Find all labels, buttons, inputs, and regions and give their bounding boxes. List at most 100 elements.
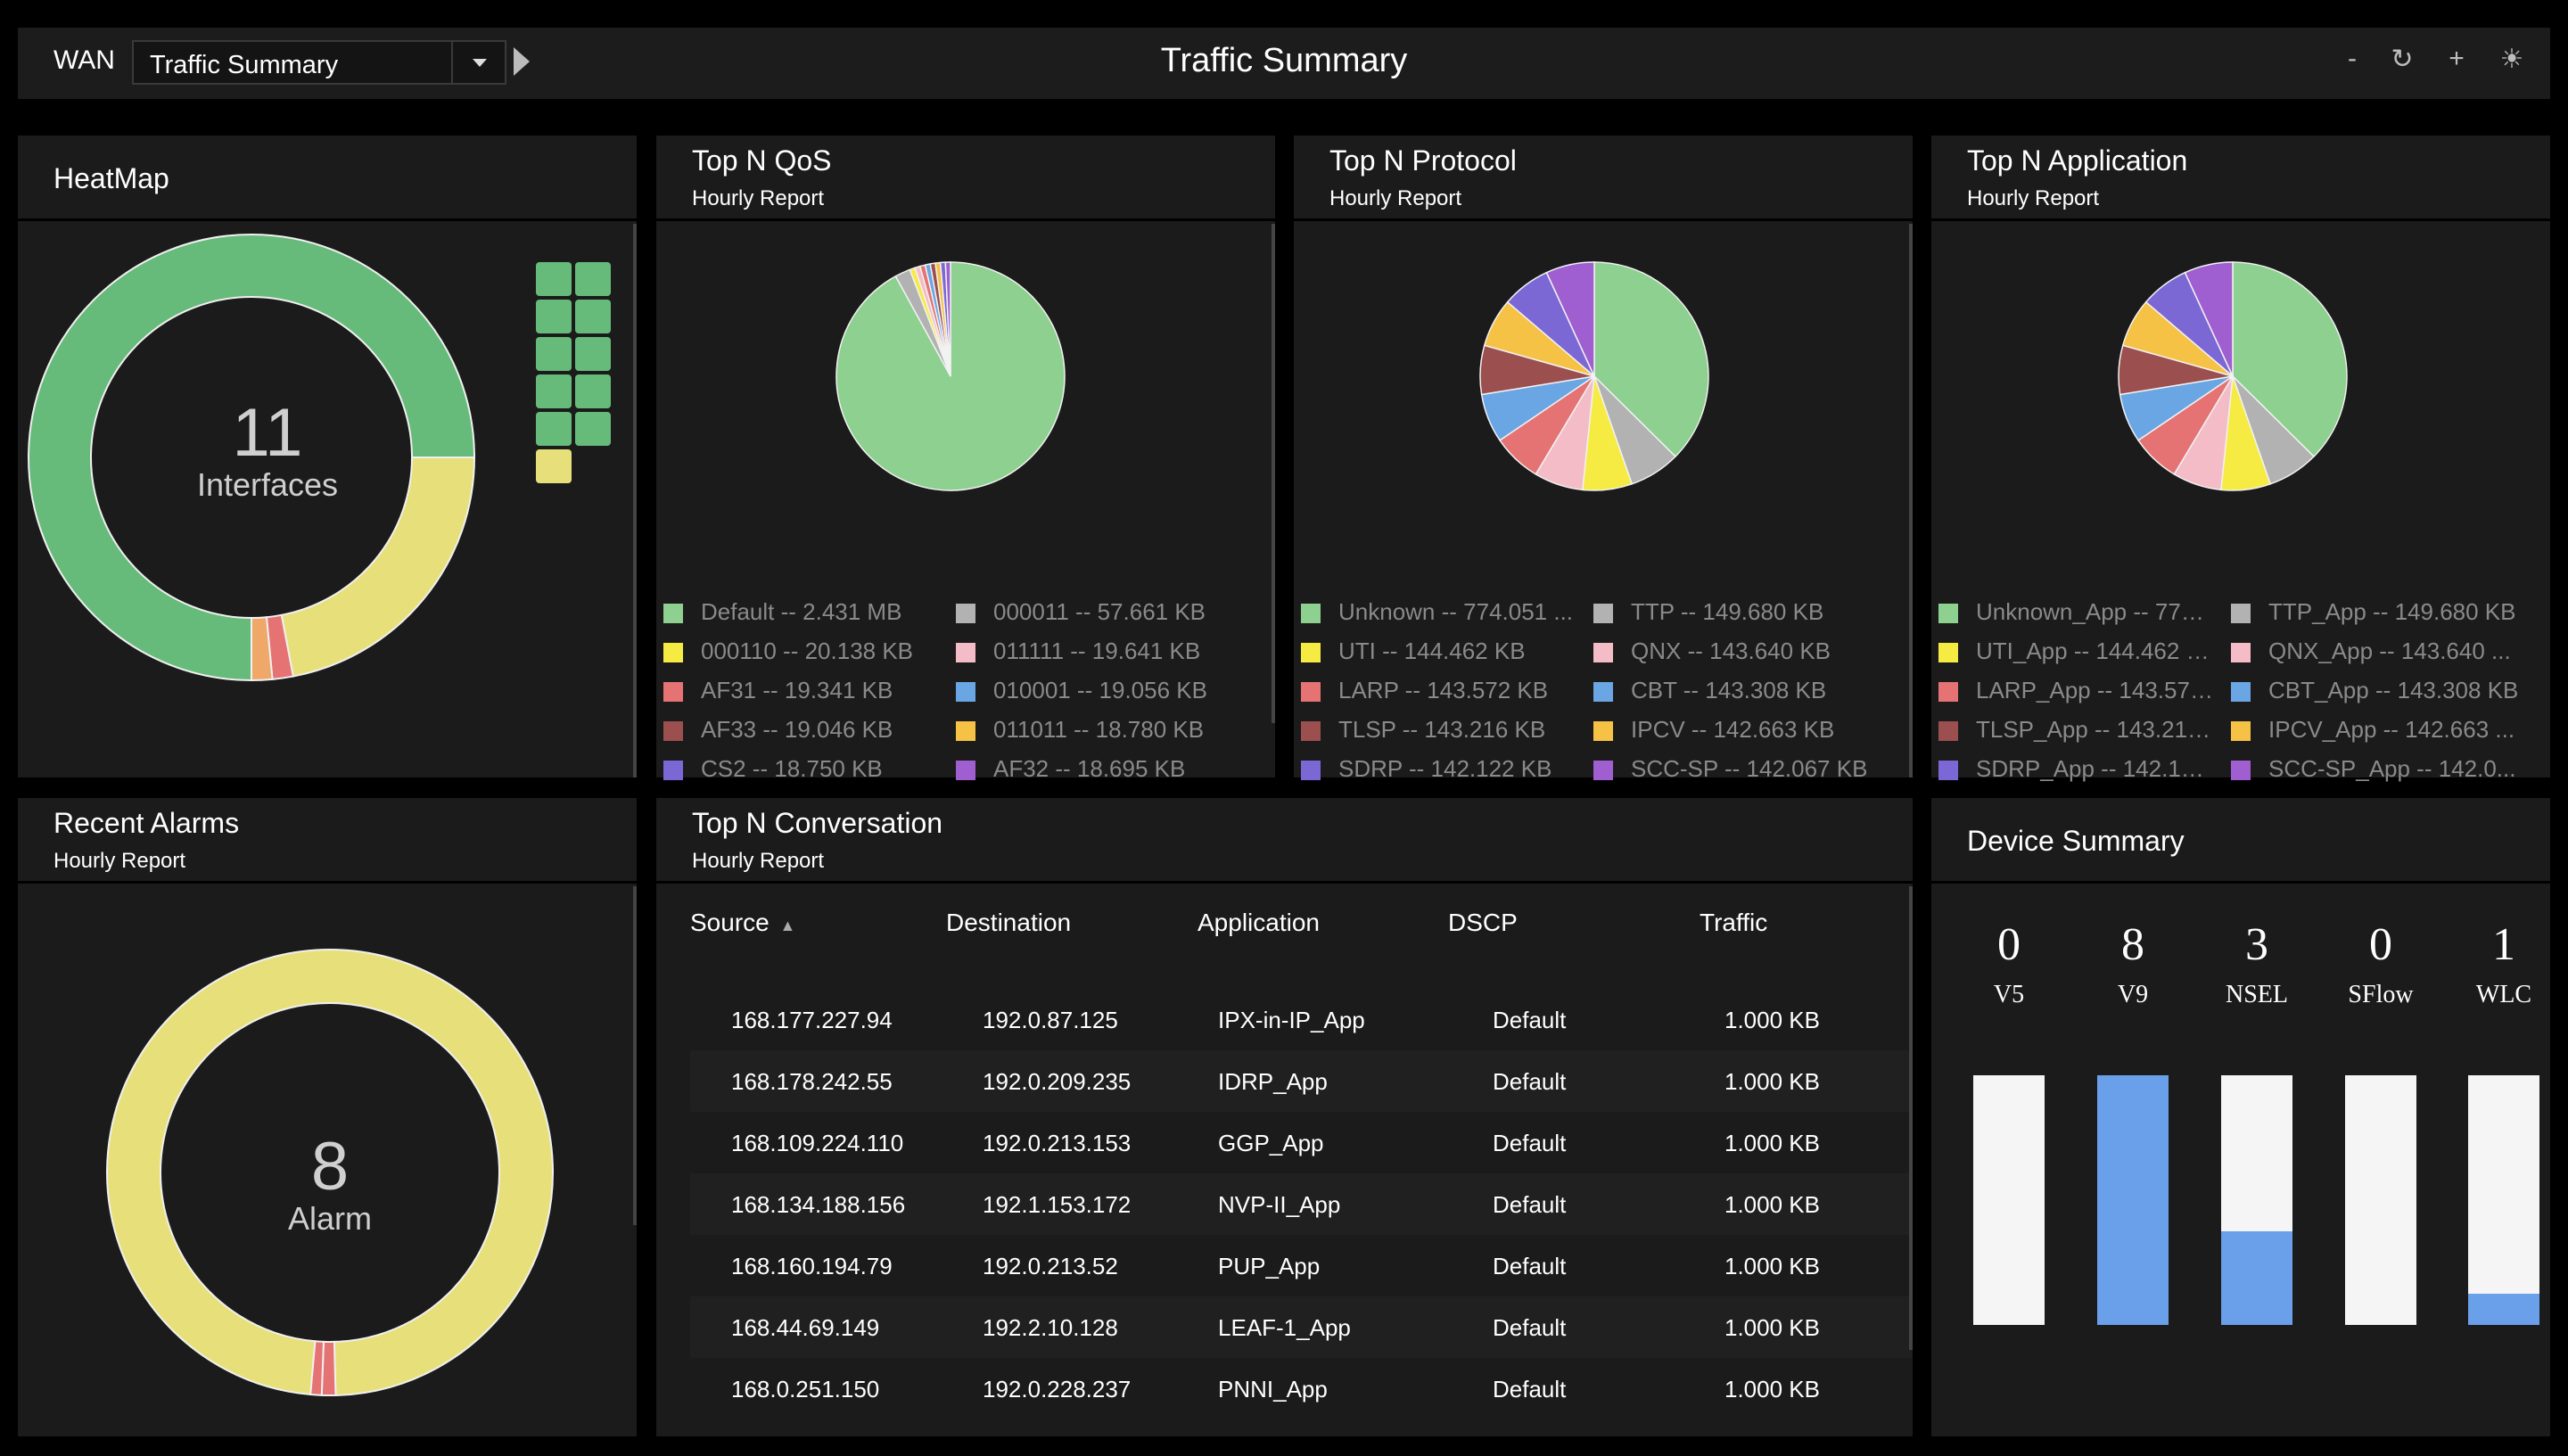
heatmap-cell[interactable] <box>536 374 572 408</box>
heatmap-cell[interactable] <box>575 337 611 371</box>
legend-item[interactable]: SCC-SP -- 142.067 KB <box>1593 752 1888 791</box>
heatmap-cell[interactable] <box>536 300 572 333</box>
application-pie-chart[interactable] <box>2108 251 2358 501</box>
chevron-down-icon[interactable] <box>451 42 505 83</box>
application-slice[interactable] <box>2184 261 2234 377</box>
legend-item[interactable]: TTP_App -- 149.680 KB <box>2231 595 2525 634</box>
scope-label: WAN <box>54 45 115 75</box>
scrollbar[interactable] <box>1909 886 1913 1350</box>
heatmap-cell[interactable] <box>536 449 572 483</box>
scrollbar[interactable] <box>1272 224 1275 723</box>
protocol-slice[interactable] <box>1593 261 1709 458</box>
alarm-segment[interactable] <box>309 1340 325 1396</box>
legend-item[interactable]: AF33 -- 19.046 KB <box>663 712 940 752</box>
device-bar[interactable] <box>2097 1075 2169 1325</box>
device-count: 3 <box>2245 919 2268 970</box>
legend-label: 011011 -- 18.780 KB <box>993 716 1205 743</box>
column-header-dscp[interactable]: DSCP <box>1448 909 1518 936</box>
scrollbar[interactable] <box>633 886 637 1225</box>
view-select[interactable]: Traffic Summary <box>132 40 506 85</box>
legend-item[interactable]: SDRP_App -- 142.122... <box>1938 752 2215 791</box>
column-header-source[interactable]: Source ▲ <box>690 909 795 937</box>
legend-swatch <box>663 643 683 662</box>
protocol-pie-chart[interactable] <box>1469 251 1719 501</box>
device-bar[interactable] <box>2221 1075 2292 1325</box>
device-bar[interactable] <box>2468 1075 2539 1325</box>
legend-item[interactable]: TLSP_App -- 143.216 ... <box>1938 712 2215 752</box>
device-bar[interactable] <box>2345 1075 2416 1325</box>
sort-icon[interactable]: ▲ <box>779 917 796 934</box>
device-bar[interactable] <box>1973 1075 2045 1325</box>
legend-item[interactable]: QNX -- 143.640 KB <box>1593 634 1888 673</box>
legend-item[interactable]: LARP -- 143.572 KB <box>1301 673 1577 712</box>
legend-item[interactable]: TLSP -- 143.216 KB <box>1301 712 1577 752</box>
legend-item[interactable]: UTI_App -- 144.462 KB <box>1938 634 2215 673</box>
application-slice[interactable] <box>2232 261 2348 458</box>
legend-item[interactable]: AF32 -- 18.695 KB <box>956 752 1250 791</box>
heatmap-cell[interactable] <box>536 337 572 371</box>
table-cell: 192.0.213.52 <box>983 1253 1118 1279</box>
column-header-traffic[interactable]: Traffic <box>1700 909 1768 936</box>
legend-swatch <box>2231 721 2251 741</box>
scrollbar[interactable] <box>1909 224 1913 777</box>
alarm-segment[interactable] <box>106 949 554 1396</box>
heatmap-segment[interactable] <box>28 234 476 682</box>
play-icon[interactable] <box>514 47 530 76</box>
heatmap-cell[interactable] <box>575 262 611 296</box>
table-row[interactable]: 168.178.242.55 192.0.209.235 IDRP_App Defau… <box>690 1050 1912 1112</box>
column-header-application[interactable]: Application <box>1198 909 1320 936</box>
heatmap-cell[interactable] <box>536 412 572 446</box>
refresh-icon[interactable]: ↻ <box>2391 45 2414 74</box>
table-cell: 1.000 KB <box>1724 1130 1820 1156</box>
legend-item[interactable]: SCC-SP_App -- 142.0... <box>2231 752 2525 791</box>
legend-item[interactable]: IPCV -- 142.663 KB <box>1593 712 1888 752</box>
heatmap-cell[interactable] <box>575 412 611 446</box>
legend-item[interactable]: IPCV_App -- 142.663 ... <box>2231 712 2525 752</box>
minimize-icon[interactable]: - <box>2348 44 2357 73</box>
qos-pie-chart[interactable] <box>826 251 1075 501</box>
table-row[interactable]: 168.44.69.149 192.2.10.128 LEAF-1_App Defau… <box>690 1296 1912 1358</box>
table-row[interactable]: 168.134.188.156 192.1.153.172 NVP-II_App De… <box>690 1173 1912 1235</box>
legend-swatch <box>663 761 683 780</box>
legend-item[interactable]: UTI -- 144.462 KB <box>1301 634 1577 673</box>
legend-item[interactable]: LARP_App -- 143.572... <box>1938 673 2215 712</box>
legend-item[interactable]: CBT -- 143.308 KB <box>1593 673 1888 712</box>
table-row[interactable]: 168.177.227.94 192.0.87.125 IPX-in-IP_App D… <box>690 989 1912 1050</box>
qos-slice[interactable] <box>944 261 951 377</box>
legend-item[interactable]: SDRP -- 142.122 KB <box>1301 752 1577 791</box>
legend-item[interactable]: Default -- 2.431 MB <box>663 595 940 634</box>
legend-item[interactable]: Unknown -- 774.051 ... <box>1301 595 1577 634</box>
scrollbar[interactable] <box>633 224 637 777</box>
protocol-slice[interactable] <box>1545 261 1595 377</box>
heatmap-cell[interactable] <box>575 374 611 408</box>
table-row[interactable]: 168.109.224.110 192.0.213.153 GGP_App Defau… <box>690 1112 1912 1173</box>
heatmap-cell[interactable] <box>536 262 572 296</box>
legend-swatch <box>663 682 683 702</box>
table-cell: PUP_App <box>1218 1253 1321 1279</box>
add-icon[interactable]: + <box>2449 44 2465 73</box>
theme-icon[interactable]: ☀ <box>2499 45 2524 74</box>
legend-item[interactable]: 011111 -- 19.641 KB <box>956 634 1250 673</box>
legend-item[interactable]: 000110 -- 20.138 KB <box>663 634 940 673</box>
heatmap-cell[interactable] <box>575 300 611 333</box>
legend-item[interactable]: 010001 -- 19.056 KB <box>956 673 1250 712</box>
alarm-donut-chart[interactable] <box>89 932 571 1413</box>
legend-swatch <box>956 761 975 780</box>
legend-item[interactable]: 011011 -- 18.780 KB <box>956 712 1250 752</box>
device-count: 8 <box>2121 919 2144 970</box>
table-row[interactable]: 168.0.251.150 192.0.228.237 PNNI_App Defaul… <box>690 1358 1912 1419</box>
table-row[interactable]: 168.160.194.79 192.0.213.52 PUP_App Default… <box>690 1235 1912 1296</box>
table-cell: LEAF-1_App <box>1218 1314 1351 1341</box>
legend-item[interactable]: 000011 -- 57.661 KB <box>956 595 1250 634</box>
heatmap-segment[interactable] <box>251 616 274 682</box>
column-header-destination[interactable]: Destination <box>946 909 1072 936</box>
legend-item[interactable]: AF31 -- 19.341 KB <box>663 673 940 712</box>
panel-subtitle: Hourly Report <box>54 849 186 873</box>
legend-item[interactable]: CS2 -- 18.750 KB <box>663 752 940 791</box>
heatmap-donut-chart[interactable] <box>18 224 517 687</box>
legend-item[interactable]: Unknown_App -- 774.... <box>1938 595 2215 634</box>
legend-item[interactable]: CBT_App -- 143.308 KB <box>2231 673 2525 712</box>
legend-swatch <box>1593 604 1613 623</box>
legend-item[interactable]: QNX_App -- 143.640 ... <box>2231 634 2525 673</box>
legend-item[interactable]: TTP -- 149.680 KB <box>1593 595 1888 634</box>
